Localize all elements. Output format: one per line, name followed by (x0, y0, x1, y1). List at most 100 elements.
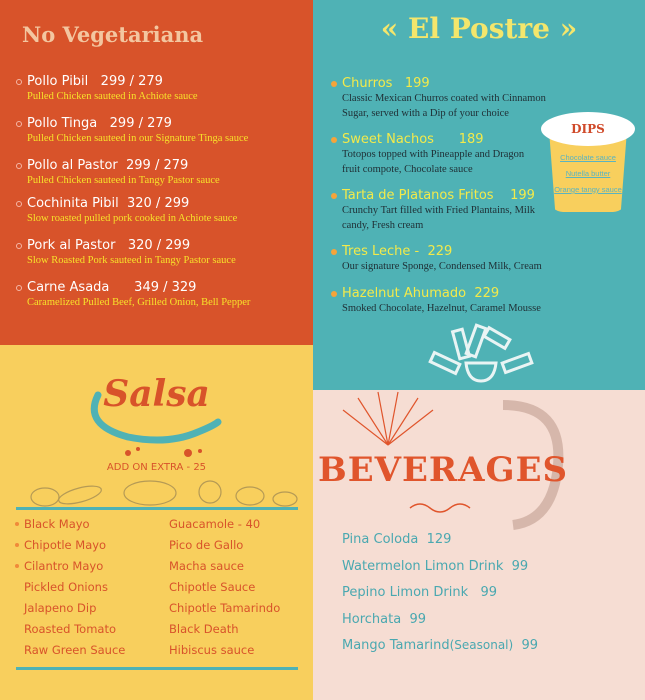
beverage-name: Pepino Limon Drink 99 (342, 585, 498, 600)
item-name-text: Cochinita Pibil 320 / 299 (27, 196, 190, 211)
item-name-text: Tarta de Platanos Fritos 199 (342, 188, 535, 203)
item-description: Slow Roasted Pork sauteed in Tangy Pasto… (27, 255, 236, 266)
salsa-item-text: Raw Green Sauce (24, 643, 126, 657)
salsa-section: Salsa ADD ON EXTRA - 25 Black Mayo Chipot… (0, 345, 313, 700)
beverage-name: Watermelon Limon Drink 99 (342, 558, 529, 574)
section-title: « El Postre » (313, 12, 645, 45)
dips-cup: Chocolate sauce Nutella butter Orange ta… (541, 112, 635, 212)
item-name: Cochinita Pibil 320 / 299 (16, 196, 237, 211)
dessert-item: Tres Leche - 229 Our signature Sponge, Co… (331, 244, 571, 274)
bullet-icon (16, 284, 22, 291)
menu-item: Pollo Tinga 299 / 279 Pulled Chicken saut… (16, 116, 248, 144)
item-description: Totopos topped with Pineapple and Dragon… (342, 149, 525, 175)
item-name: Hazelnut Ahumado 229 (331, 286, 571, 301)
item-description: Our signature Sponge, Condensed Milk, Cr… (342, 261, 542, 272)
item-name-text: Churros 199 (342, 76, 430, 91)
bullet-icon (16, 162, 22, 169)
beverages-section: BEVERAGES Pina Coloda 129 Watermelon Limo… (313, 390, 645, 700)
dip-item: Chocolate sauce (560, 153, 616, 162)
beverage-item: Horchata 99 (342, 612, 426, 627)
sunburst-decoration (342, 391, 434, 446)
section-title: No Vegetariana (22, 22, 204, 47)
item-name-text: Carne Asada 349 / 329 (27, 280, 197, 295)
beverage-price: 99 (513, 638, 539, 653)
dips-title: DIPS (541, 112, 635, 146)
item-name-text: Pollo al Pastor 299 / 279 (27, 158, 189, 173)
beverage-item: Watermelon Limon Drink 99 (342, 559, 528, 574)
bullet-icon (16, 120, 22, 127)
beverage-name: Mango Tamarind (342, 638, 450, 653)
item-description: Caramelized Pulled Beef, Grilled Onion, … (27, 297, 251, 308)
el-postre-section: « El Postre » Churros 199 Classic Mexican… (313, 0, 645, 390)
divider (16, 507, 298, 510)
salsa-item: Pickled Onions (24, 580, 108, 594)
salsa-item: Raw Green Sauce (24, 643, 125, 657)
item-name: Pollo Tinga 299 / 279 (16, 116, 248, 131)
no-vegetariana-section: No Vegetariana Pollo Pibil 299 / 279 Pull… (0, 0, 313, 345)
churros-bowl-icon (428, 323, 534, 383)
menu-item: Carne Asada 349 / 329 Caramelized Pulled … (16, 280, 250, 308)
divider (16, 667, 298, 670)
item-name: Churros 199 (331, 76, 571, 91)
salsa-item: Chipotle Mayo (15, 538, 106, 552)
vegetables-illustration (30, 480, 298, 507)
item-name-text: Hazelnut Ahumado 229 (342, 286, 500, 301)
beverage-name: Pina Coloda 129 (342, 532, 452, 547)
salsa-item-text: Jalapeno Dip (24, 601, 97, 615)
menu-item: Pork al Pastor 320 / 299 Slow Roasted Por… (16, 238, 236, 266)
salsa-item: Chipotle Tamarindo (169, 601, 280, 615)
salsa-item: Macha sauce (169, 559, 244, 573)
salsa-item: Guacamole - 40 (169, 517, 260, 531)
item-description: Classic Mexican Churros coated with Cinn… (342, 93, 546, 119)
dip-item: Orange tangy sauce (554, 185, 622, 194)
bullet-icon (16, 242, 22, 249)
bullet-icon (331, 80, 337, 87)
item-name: Pollo al Pastor 299 / 279 (16, 158, 220, 173)
menu-item: Pollo Pibil 299 / 279 Pulled Chicken saut… (16, 74, 198, 102)
item-description: Pulled Chicken sauteed in Tangy Pastor s… (27, 175, 220, 186)
beverage-item: Pepino Limon Drink 99 (342, 585, 497, 600)
salsa-item: Roasted Tomato (24, 622, 116, 636)
salsa-item: Chipotle Sauce (169, 580, 255, 594)
menu-item: Pollo al Pastor 299 / 279 Pulled Chicken … (16, 158, 220, 186)
item-description: Crunchy Tart filled with Fried Plantains… (342, 205, 536, 231)
salsa-item-text: Pico de Gallo (169, 538, 244, 552)
item-name: Carne Asada 349 / 329 (16, 280, 250, 295)
section-title: Salsa (103, 373, 210, 415)
chevron-right-icon: » (559, 12, 578, 45)
salsa-item-text: Chipotle Sauce (169, 580, 256, 594)
chevron-left-icon: « (380, 12, 399, 45)
salsa-item-text: Roasted Tomato (24, 622, 116, 636)
dip-item: Nutella butter (565, 169, 611, 178)
bullet-icon (15, 543, 19, 547)
beverage-name: Horchata 99 (342, 611, 427, 627)
bullet-icon (331, 290, 337, 297)
item-name: Tres Leche - 229 (331, 244, 571, 259)
bullet-icon (331, 192, 337, 199)
salsa-item: Black Death (169, 622, 239, 636)
beverage-item: Pina Coloda 129 (342, 532, 451, 547)
item-description: Smoked Chocolate, Hazelnut, Caramel Mous… (342, 303, 541, 314)
bullet-icon (331, 248, 337, 255)
item-name: Pollo Pibil 299 / 279 (16, 74, 198, 89)
coffee-stain-decoration (502, 400, 564, 530)
bullet-icon (16, 200, 22, 207)
salsa-item-text: Macha sauce (169, 559, 245, 573)
salsa-item-text: Chipotle Tamarindo (169, 601, 281, 615)
item-description: Pulled Chicken sauteed in our Signature … (27, 133, 249, 144)
dessert-item: Sweet Nachos 189 Totopos topped with Pine… (331, 132, 531, 177)
dessert-item: Tarta de Platanos Fritos 199 Crunchy Tart… (331, 188, 541, 233)
dessert-item: Churros 199 Classic Mexican Churros coate… (331, 76, 571, 121)
salsa-item-text: Hibiscus sauce (169, 643, 255, 657)
title-text: El Postre (408, 12, 550, 45)
salsa-item: Cilantro Mayo (15, 559, 104, 573)
item-name-text: Pork al Pastor 320 / 299 (27, 238, 191, 253)
salsa-item: Pico de Gallo (169, 538, 243, 552)
bullet-icon (15, 564, 19, 568)
bullet-icon (16, 78, 22, 85)
salsa-item-text: Pickled Onions (24, 580, 108, 594)
beverage-note: (Seasonal) (449, 638, 514, 652)
item-name-text: Sweet Nachos 189 (342, 132, 484, 147)
salsa-item-text: Cilantro Mayo (24, 559, 104, 573)
item-description: Pulled Chicken sauteed in Achiote sauce (27, 91, 198, 102)
